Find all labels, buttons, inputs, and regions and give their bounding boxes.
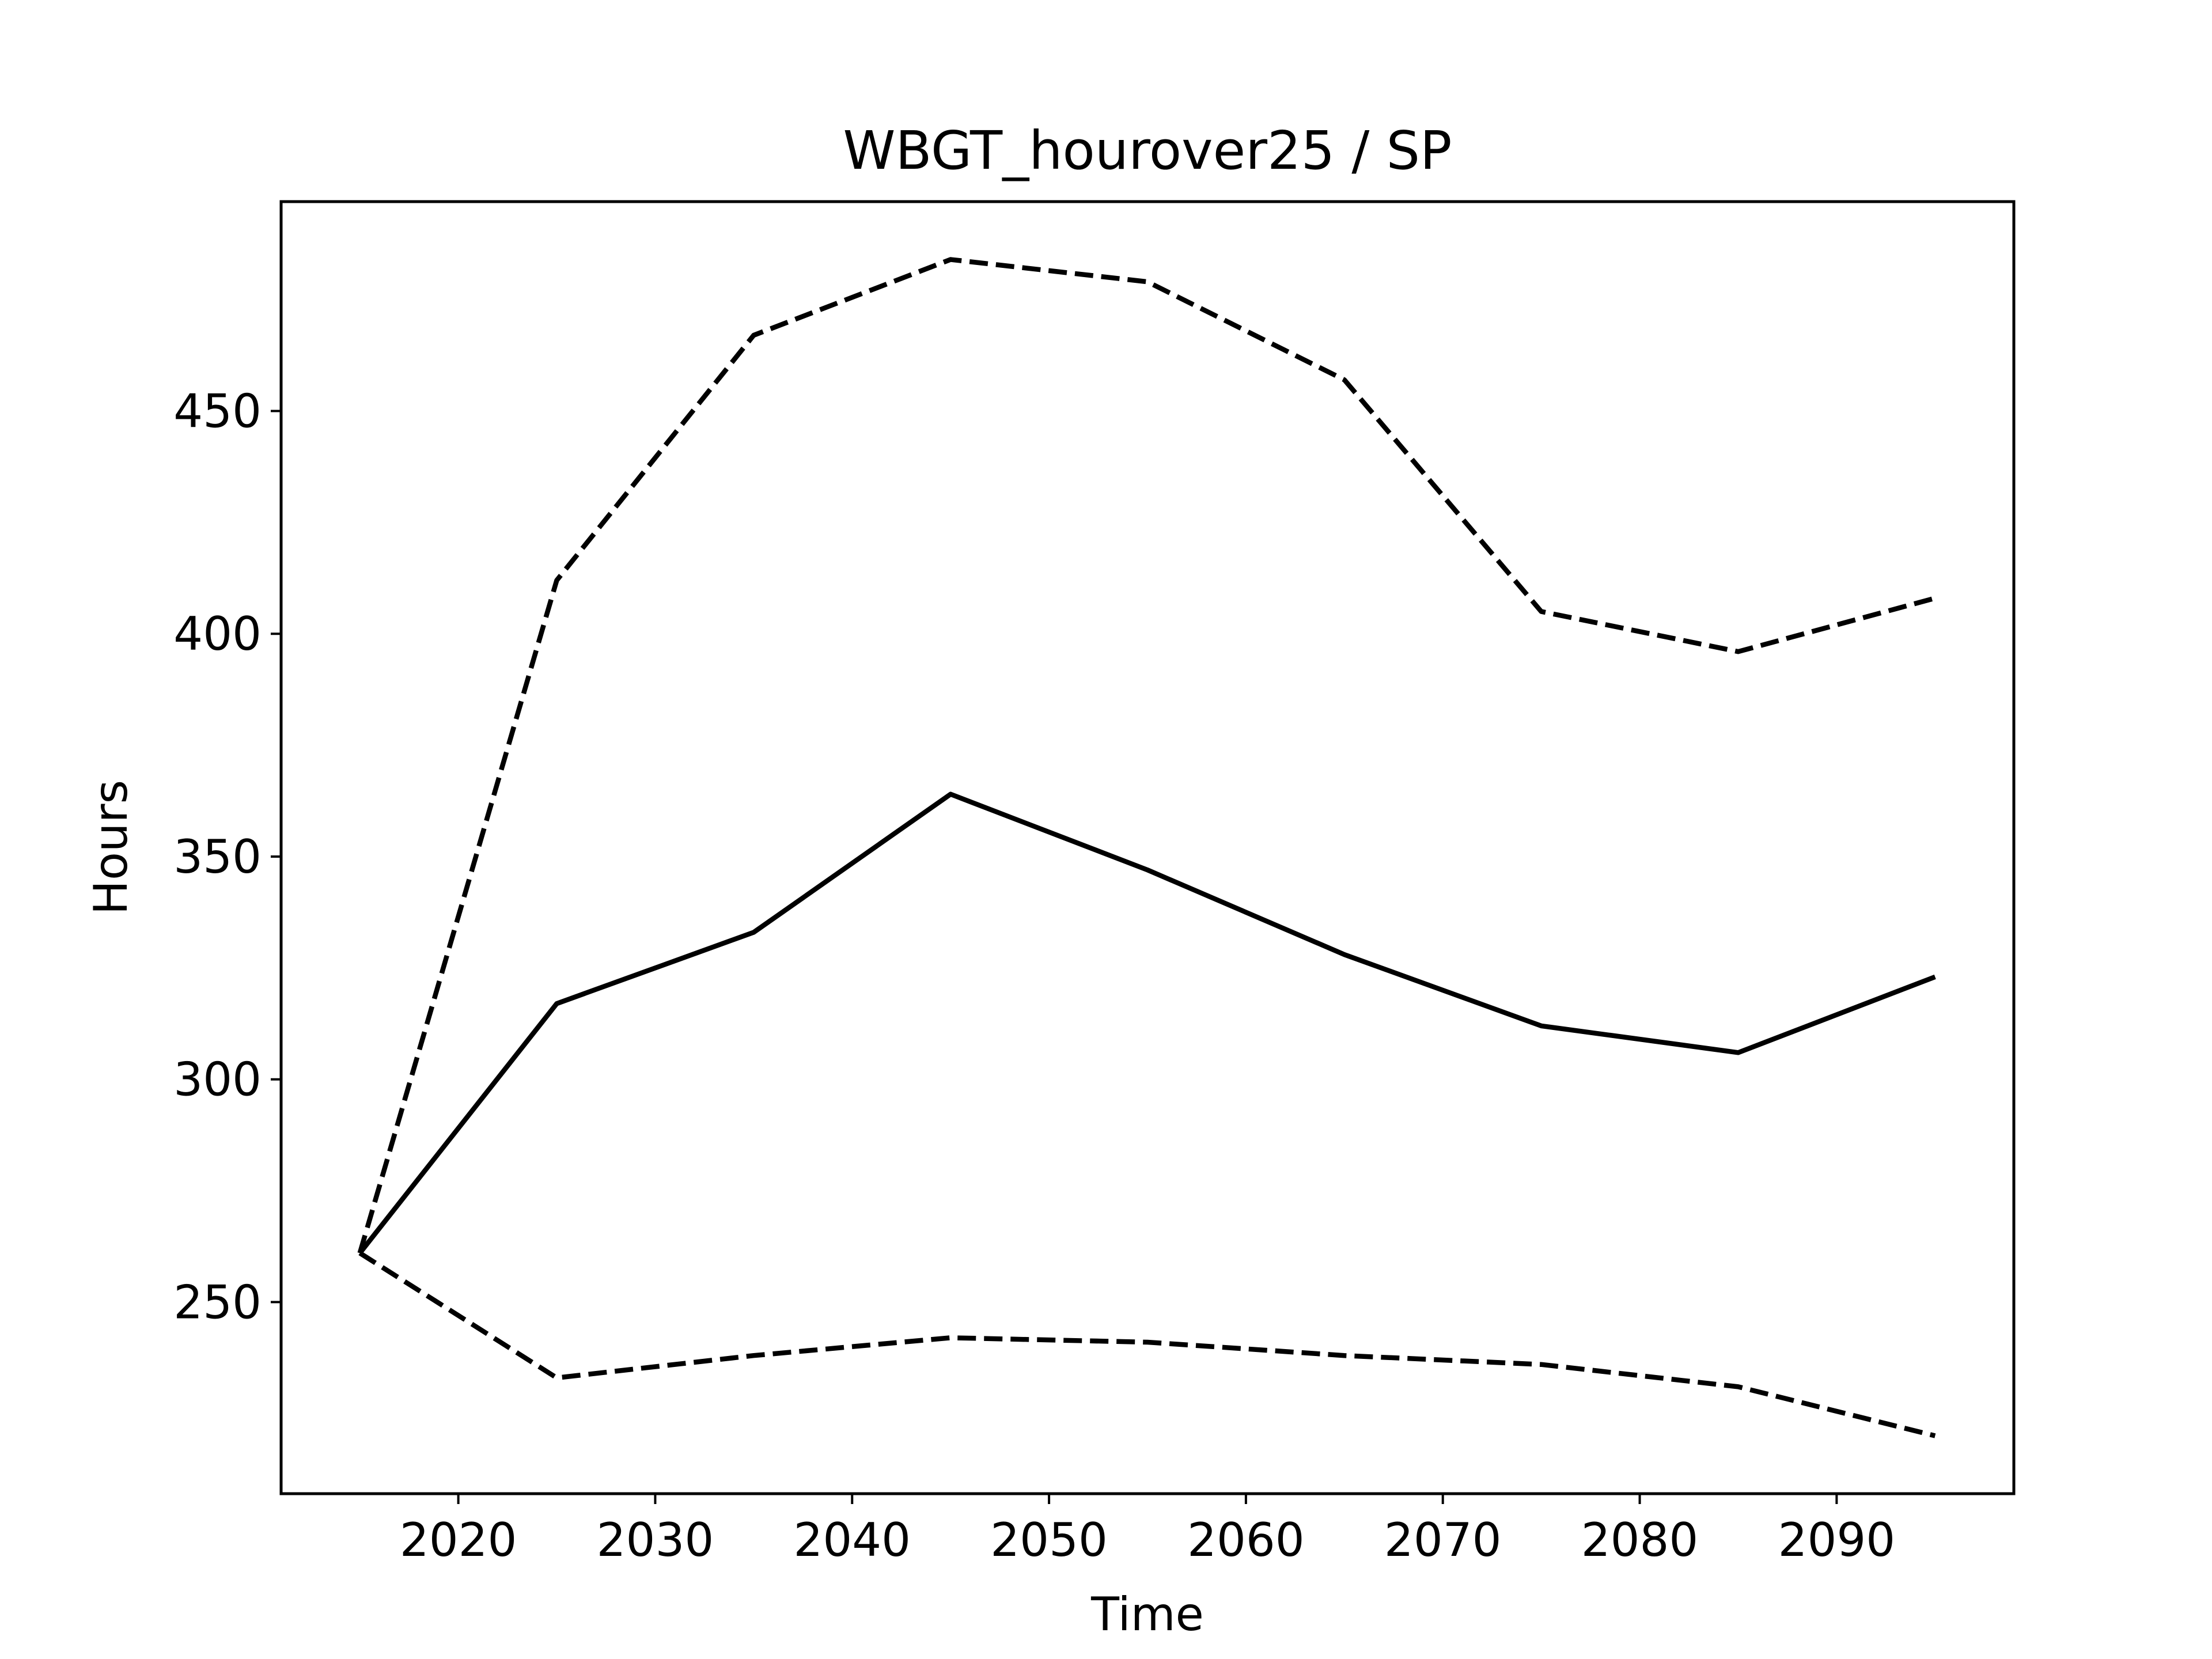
y-tick-label: 250 bbox=[173, 1275, 262, 1329]
y-tick-label: 350 bbox=[173, 830, 262, 884]
x-tick-label: 2080 bbox=[1581, 1513, 1699, 1567]
x-tick-label: 2040 bbox=[793, 1513, 911, 1567]
x-axis-label: Time bbox=[1090, 1588, 1204, 1641]
plot-area bbox=[279, 200, 2016, 1495]
x-tick-label: 2060 bbox=[1187, 1513, 1305, 1567]
y-axis: 250 300 350 400 450 bbox=[173, 385, 281, 1329]
y-tick-label: 400 bbox=[173, 607, 262, 661]
x-axis: 2020 2030 2040 2050 2060 2070 2080 2090 bbox=[400, 1494, 1895, 1567]
lower-bound-series-line bbox=[358, 1251, 1936, 1438]
plot-frame bbox=[279, 200, 2016, 1495]
x-tick-label: 2030 bbox=[597, 1513, 714, 1567]
y-tick-label: 300 bbox=[173, 1053, 262, 1107]
x-tick-label: 2090 bbox=[1778, 1513, 1896, 1567]
x-tick-label: 2020 bbox=[400, 1513, 517, 1567]
series-layer bbox=[357, 257, 1936, 1438]
x-tick-label: 2070 bbox=[1384, 1513, 1502, 1567]
median-series-line bbox=[358, 791, 1936, 1255]
upper-bound-series-line bbox=[357, 257, 1936, 1254]
y-axis-label: Hours bbox=[84, 780, 138, 915]
y-tick-label: 450 bbox=[173, 385, 262, 438]
x-tick-label: 2050 bbox=[990, 1513, 1108, 1567]
chart-title: WBGT_hourover25 / SP bbox=[843, 120, 1452, 181]
